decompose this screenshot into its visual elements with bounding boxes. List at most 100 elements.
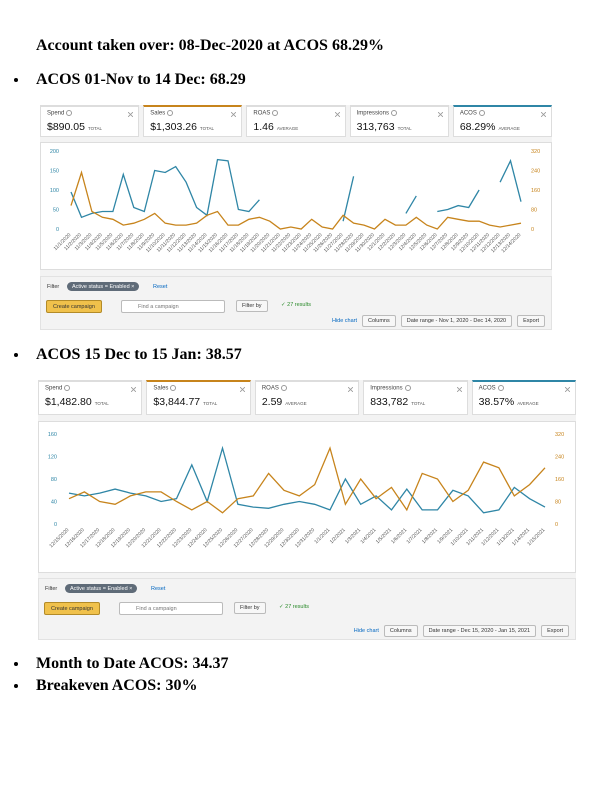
hide-chart-link[interactable]: Hide chart — [353, 628, 379, 634]
y-tick-label: 40 — [51, 500, 57, 506]
metric-cards: Spend $890.05 TOTAL Sales $1,303.26 TOTAL ROAS… — [40, 105, 553, 137]
metric-value: 313,763 — [356, 120, 395, 133]
close-icon — [231, 112, 237, 117]
close-icon — [541, 112, 547, 117]
close-icon — [565, 387, 571, 392]
create-campaign-button[interactable]: Create campaign — [44, 602, 100, 615]
date-range-button[interactable]: Date range - Dec 15, 2020 - Jan 15, 2021 — [422, 625, 537, 637]
dashboard-panel: Spend $1,482.80 TOTAL Sales $3,844.77 TOTAL RO… — [38, 380, 577, 640]
metric-cards: Spend $1,482.80 TOTAL Sales $3,844.77 TOTAL RO… — [38, 380, 577, 415]
series-line — [70, 158, 522, 222]
close-icon — [437, 112, 443, 117]
columns-button[interactable]: Columns — [362, 315, 396, 327]
metric-label: Sales — [150, 110, 235, 117]
filter-by-button[interactable]: Filter by — [234, 602, 266, 614]
metric-unit: AVERAGE — [498, 125, 520, 131]
dashboard-panel: Spend $890.05 TOTAL Sales $1,303.26 TOTAL ROAS… — [40, 105, 553, 330]
close-icon — [334, 112, 340, 117]
close-icon — [128, 112, 134, 117]
search-input[interactable]: Find a campaign — [119, 602, 223, 615]
close-icon — [239, 387, 245, 392]
close-icon — [541, 112, 547, 117]
filter-bar: Filter Active status = Enabled × Reset Crea… — [38, 578, 576, 640]
metric-value: $890.05 — [47, 120, 85, 133]
metric-unit: TOTAL — [203, 400, 218, 406]
date-range-button[interactable]: Date range - Nov 1, 2020 - Dec 14, 2020 — [400, 315, 513, 327]
close-icon — [128, 112, 134, 117]
heading: Account taken over: 08-Dec-2020 at ACOS … — [36, 37, 384, 54]
y-tick-label: 50 — [53, 208, 59, 214]
x-tick-label: 1/6/2021 — [390, 527, 408, 545]
metric-label: Spend — [45, 385, 135, 392]
hide-chart-link[interactable]: Hide chart — [331, 318, 358, 324]
filter-label: Filter — [47, 284, 60, 290]
bullet: ACOS 15 Dec to 15 Jan: 38.57 — [14, 346, 242, 363]
y2-tick-label: 240 — [531, 169, 540, 175]
metric-label: ROAS — [262, 385, 352, 392]
metric-value: $3,844.77 — [153, 395, 201, 408]
metric-card: Sales $3,844.77 TOTAL — [146, 380, 251, 415]
metric-unit: AVERAGE — [276, 125, 299, 131]
series-line — [68, 445, 546, 514]
line-chart: 0408012016008016024032012/15/202012/16/2… — [48, 432, 564, 549]
x-tick-label: 1/8/2021 — [421, 527, 439, 545]
close-icon — [348, 387, 354, 392]
columns-button[interactable]: Columns — [383, 625, 418, 637]
results-count: ✓ 27 results — [279, 604, 309, 610]
y-tick-label: 100 — [50, 188, 59, 194]
search-input[interactable]: Find a campaign — [121, 300, 225, 313]
chart-controls: Hide chart Columns Date range - Dec 15, 20… — [354, 625, 569, 637]
filter-pill: Active status = Enabled × — [65, 584, 138, 593]
metric-card: ACOS 38.57% AVERAGE — [471, 380, 577, 415]
close-icon — [456, 387, 462, 392]
metric-card: ROAS 1.46 AVERAGE — [246, 105, 346, 137]
metric-label: ROAS — [253, 110, 338, 117]
y-tick-label: 200 — [50, 149, 59, 155]
metric-value: $1,303.26 — [150, 120, 197, 133]
filter-pill: Active status = Enabled × — [67, 282, 140, 291]
chart-controls: Hide chart Columns Date range - Nov 1, 202… — [332, 315, 545, 327]
metric-value: 1.46 — [253, 120, 274, 133]
metric-card: Impressions 313,763 TOTAL — [349, 105, 449, 137]
reset-link[interactable]: Reset — [151, 586, 166, 592]
close-icon — [231, 112, 237, 117]
y2-tick-label: 80 — [531, 208, 537, 214]
results-count: ✓ 27 results — [281, 302, 311, 308]
metric-label: Impressions — [370, 385, 460, 392]
chart: 0 40 80 120 160 0 80 160 240 320 12/15/2020 12/16/2… — [38, 421, 576, 573]
close-icon — [348, 387, 354, 392]
metric-card: ACOS 68.29% AVERAGE — [452, 105, 553, 137]
filter-label: Filter — [45, 586, 58, 592]
export-button[interactable]: Export — [541, 625, 569, 637]
series-line — [68, 446, 546, 514]
metric-value: 38.57% — [478, 395, 515, 408]
y-tick-label: 0 — [54, 522, 57, 528]
metric-label: Spend — [47, 110, 132, 117]
bullet: Breakeven ACOS: 30% — [13, 677, 198, 694]
bullet: ACOS 01-Nov to 14 Dec: 68.29 — [14, 71, 246, 88]
metric-unit: AVERAGE — [517, 400, 539, 406]
y2-tick-label: 160 — [555, 477, 564, 483]
x-tick-label: 1/4/2021 — [360, 527, 378, 545]
metric-card: ROAS 2.59 AVERAGE — [254, 380, 360, 415]
y2-tick-label: 160 — [531, 188, 540, 194]
line-chart: 05010015020008016024032011/1/202011/2/20… — [50, 149, 540, 254]
x-tick-label: 1/3/2021 — [344, 527, 362, 545]
metric-card: Sales $1,303.26 TOTAL — [143, 105, 243, 137]
metric-value: 2.59 — [261, 395, 283, 408]
y2-tick-label: 0 — [531, 227, 534, 233]
filter-by-button[interactable]: Filter by — [236, 300, 268, 312]
close-icon — [239, 387, 245, 392]
y2-tick-label: 240 — [555, 455, 564, 461]
metric-card: Spend $1,482.80 TOTAL — [38, 380, 143, 415]
reset-link[interactable]: Reset — [153, 284, 168, 290]
y2-tick-label: 0 — [555, 522, 558, 528]
export-button[interactable]: Export — [517, 315, 545, 327]
create-campaign-button[interactable]: Create campaign — [46, 300, 102, 313]
y-tick-label: 150 — [50, 169, 59, 175]
close-icon — [565, 387, 571, 392]
close-icon — [437, 112, 443, 117]
series-line — [70, 170, 522, 230]
metric-label: Impressions — [357, 110, 442, 117]
close-icon — [131, 387, 137, 392]
